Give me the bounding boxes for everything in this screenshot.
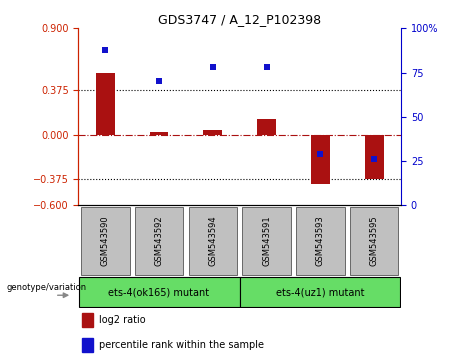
FancyBboxPatch shape <box>296 207 345 275</box>
Bar <box>203 130 222 135</box>
Bar <box>150 132 168 135</box>
Text: GSM543594: GSM543594 <box>208 215 217 266</box>
Bar <box>257 119 276 135</box>
Text: genotype/variation: genotype/variation <box>6 283 86 292</box>
Point <box>101 47 109 52</box>
FancyBboxPatch shape <box>81 207 130 275</box>
Point <box>371 156 378 162</box>
Bar <box>82 313 93 327</box>
FancyBboxPatch shape <box>240 278 401 307</box>
Text: GSM543590: GSM543590 <box>101 215 110 266</box>
FancyBboxPatch shape <box>350 207 398 275</box>
Point <box>209 64 217 70</box>
FancyBboxPatch shape <box>135 207 183 275</box>
Bar <box>96 73 115 135</box>
Text: log2 ratio: log2 ratio <box>100 315 146 325</box>
Text: ets-4(ok165) mutant: ets-4(ok165) mutant <box>108 287 210 297</box>
Text: GSM543591: GSM543591 <box>262 215 271 266</box>
Bar <box>82 338 93 352</box>
Text: GSM543595: GSM543595 <box>370 215 378 266</box>
Text: GSM543592: GSM543592 <box>154 215 164 266</box>
Title: GDS3747 / A_12_P102398: GDS3747 / A_12_P102398 <box>158 13 321 26</box>
Point <box>317 151 324 157</box>
Point <box>155 79 163 84</box>
Point <box>263 64 270 70</box>
FancyBboxPatch shape <box>79 278 240 307</box>
Text: ets-4(uz1) mutant: ets-4(uz1) mutant <box>276 287 365 297</box>
Bar <box>311 135 330 184</box>
FancyBboxPatch shape <box>242 207 291 275</box>
Text: GSM543593: GSM543593 <box>316 215 325 266</box>
FancyBboxPatch shape <box>189 207 237 275</box>
Bar <box>365 135 384 179</box>
Text: percentile rank within the sample: percentile rank within the sample <box>100 339 264 350</box>
